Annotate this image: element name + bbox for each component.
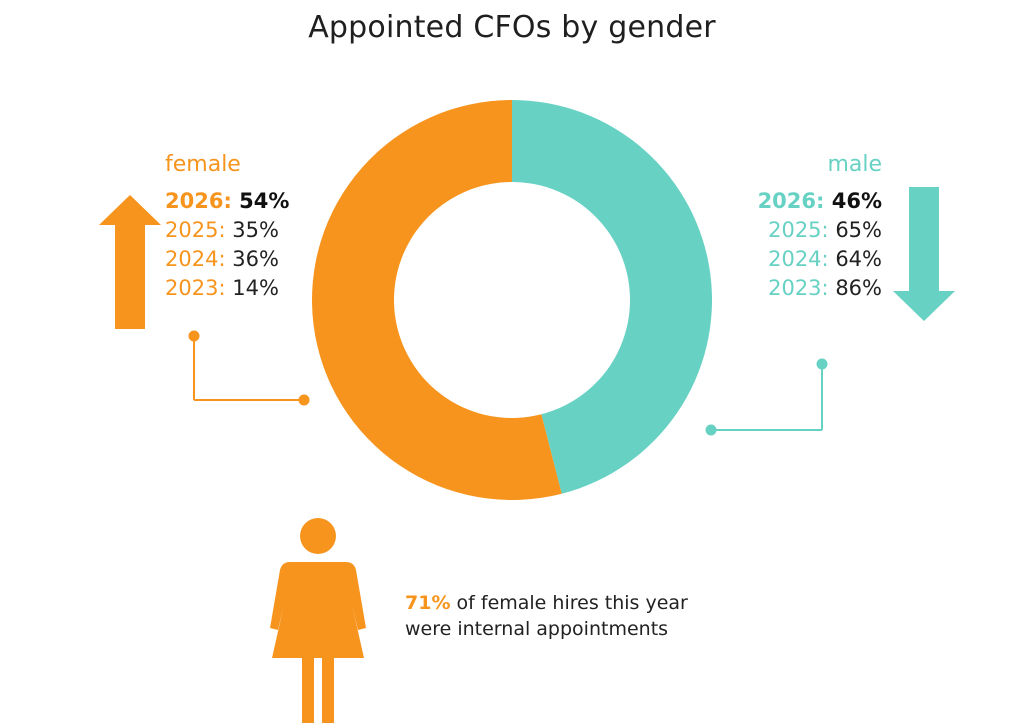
male-year: 2025:: [768, 218, 829, 242]
female-year: 2023:: [165, 276, 226, 300]
female-legend: female 2026: 54% 2025: 35% 2024: 36% 202…: [165, 150, 289, 303]
up-arrow-icon: [99, 195, 161, 329]
note-text: of female hires this year: [450, 592, 688, 614]
female-row-2023: 2023: 14%: [165, 274, 289, 303]
male-value: 64%: [835, 247, 882, 271]
male-connector-dot-start: [816, 358, 828, 370]
internal-appointments-note: 71% of female hires this year were inter…: [405, 590, 735, 642]
female-value: 54%: [239, 189, 290, 213]
male-label: male: [827, 152, 882, 177]
male-value: 65%: [835, 218, 882, 242]
female-row-2025: 2025: 35%: [165, 216, 289, 245]
male-row-2024: 2024: 64%: [700, 245, 882, 274]
male-row-2026: 2026: 46%: [700, 187, 882, 216]
female-connector-dot-end: [298, 394, 310, 406]
male-row-2023: 2023: 86%: [700, 274, 882, 303]
chart-title: Appointed CFOs by gender: [308, 10, 716, 45]
note-highlight: 71%: [405, 592, 451, 614]
female-row-2024: 2024: 36%: [165, 245, 289, 274]
female-label: female: [165, 152, 241, 177]
female-year: 2026:: [165, 189, 232, 213]
donut-slice-male: [512, 100, 712, 494]
male-value: 46%: [831, 189, 882, 213]
female-person-icon: [270, 518, 366, 723]
down-arrow-icon: [893, 187, 955, 321]
female-connector: [188, 330, 310, 406]
female-value: 14%: [232, 276, 279, 300]
male-year: 2024:: [768, 247, 829, 271]
female-value: 36%: [232, 247, 279, 271]
note-text-line2: were internal appointments: [405, 618, 669, 640]
male-year: 2026:: [757, 189, 825, 213]
female-value: 35%: [232, 218, 279, 242]
female-year: 2025:: [165, 218, 226, 242]
male-legend: male 2026: 46% 2025: 65% 2024: 64% 2023:…: [700, 150, 882, 303]
male-value: 86%: [835, 276, 882, 300]
female-connector-dot-start: [188, 330, 200, 342]
female-row-2026: 2026: 54%: [165, 187, 289, 216]
male-connector: [705, 358, 828, 436]
male-year: 2023:: [768, 276, 829, 300]
donut-slice-female: [311, 100, 562, 501]
male-row-2025: 2025: 65%: [700, 216, 882, 245]
female-year: 2024:: [165, 247, 226, 271]
donut-slices: [311, 100, 712, 501]
male-connector-dot-end: [705, 424, 717, 436]
